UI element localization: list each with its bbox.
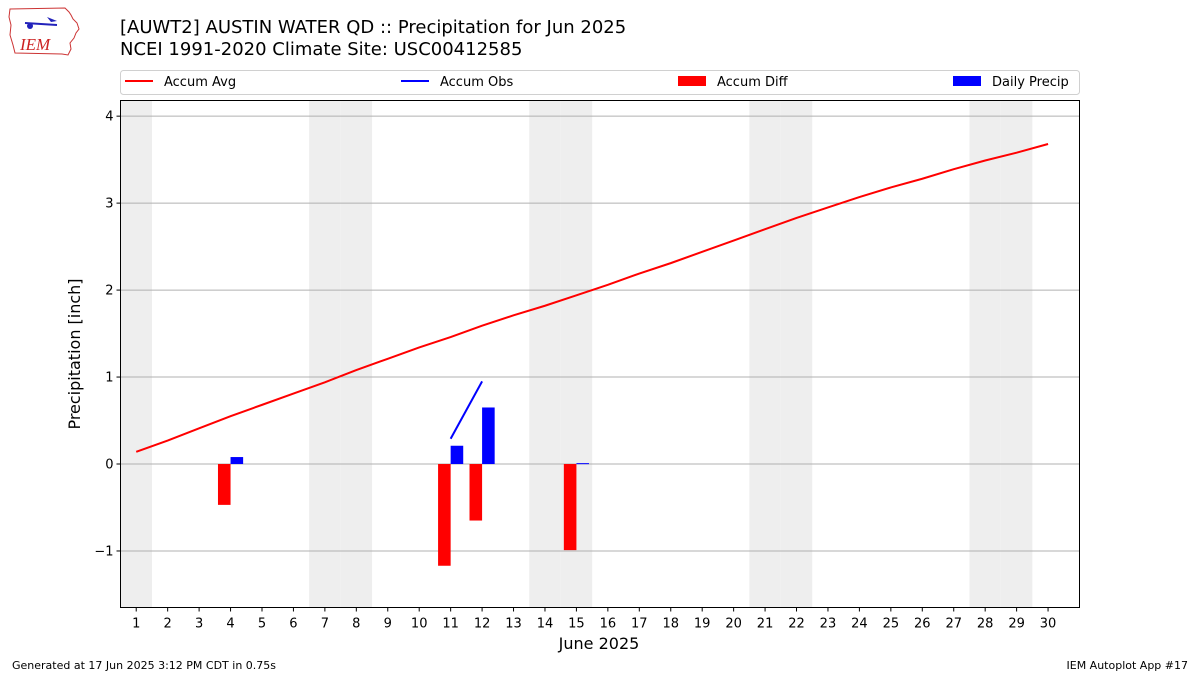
x-tick-label: 12: [474, 617, 491, 632]
vane-icon: [47, 17, 57, 22]
y-tick-label: −1: [94, 544, 113, 559]
legend-daily-precip-label: Daily Precip: [992, 75, 1069, 90]
plot-frame: [120, 100, 1080, 608]
line-series: [135, 143, 1049, 453]
legend-accum-obs-label: Accum Obs: [440, 75, 513, 90]
generated-timestamp: Generated at 17 Jun 2025 3:12 PM CDT in …: [12, 659, 277, 672]
x-tick-label: 17: [631, 617, 648, 632]
x-tick-label: 28: [977, 617, 994, 632]
weekend-band: [309, 100, 341, 608]
accum-diff-bar: [563, 464, 577, 551]
daily-precip-bar: [576, 463, 589, 465]
x-tick-label: 27: [945, 617, 962, 632]
y-tick-label: 2: [105, 284, 113, 299]
x-tick-label: 6: [289, 617, 297, 632]
x-tick-label: 15: [568, 617, 585, 632]
x-tick-label: 26: [914, 617, 931, 632]
x-axis-label: June 2025: [558, 634, 640, 653]
legend-accum-diff-swatch: [678, 76, 706, 86]
y-tick-label: 0: [105, 458, 113, 473]
legend-daily-precip-swatch: [953, 76, 981, 86]
accum-diff-bar: [469, 464, 483, 521]
chart-subtitle: NCEI 1991-2020 Climate Site: USC00412585: [120, 39, 523, 60]
weekend-band: [780, 100, 813, 608]
x-axis: 1 2 3 4 5 6 7 8 9 10 11 12 13 14 15 16 17 18 19 20 21 22 23 24 2…: [132, 607, 1057, 632]
x-tick-label: 9: [384, 617, 392, 632]
weekend-band: [749, 100, 781, 608]
accum-obs-line: [449, 380, 483, 440]
y-axis-label: Precipitation [inch]: [65, 278, 84, 429]
legend-box: [120, 70, 1080, 95]
x-tick-label: 29: [1008, 617, 1025, 632]
iowa-outline-icon: [8, 7, 80, 56]
accum-avg-line: [135, 143, 1049, 453]
x-tick-label: 24: [851, 617, 868, 632]
x-tick-label: 8: [352, 617, 360, 632]
y-tick-label: 3: [105, 197, 113, 212]
daily-precip-bar: [230, 457, 244, 465]
x-tick-label: 30: [1040, 617, 1057, 632]
x-tick-label: 23: [820, 617, 837, 632]
x-tick-label: 16: [600, 617, 617, 632]
bar-series: [217, 407, 589, 566]
legend-accum-avg-label: Accum Avg: [164, 75, 236, 90]
y-tick-label: 4: [105, 110, 113, 125]
x-tick-label: 1: [132, 617, 140, 632]
daily-precip-bar: [450, 445, 464, 465]
y-tick-label: 1: [105, 371, 113, 386]
x-tick-label: 2: [164, 617, 172, 632]
x-tick-label: 18: [662, 617, 679, 632]
x-tick-label: 11: [442, 617, 459, 632]
logo-text: IEM: [19, 35, 51, 54]
x-tick-label: 25: [883, 617, 900, 632]
legend-accum-diff-label: Accum Diff: [717, 75, 789, 90]
weekend-band: [1000, 100, 1033, 608]
iem-logo: IEM: [8, 7, 80, 56]
x-tick-label: 4: [226, 617, 234, 632]
x-tick-label: 14: [537, 617, 554, 632]
x-tick-label: 19: [694, 617, 711, 632]
legend: Accum Avg Accum Obs Accum Diff Daily Pre…: [120, 70, 1080, 95]
accum-diff-bar: [217, 464, 231, 505]
y-axis: −1 0 1 2 3 4: [94, 110, 121, 559]
grid-lines: [120, 115, 1080, 552]
x-tick-label: 5: [258, 617, 266, 632]
x-tick-label: 22: [788, 617, 805, 632]
x-tick-label: 10: [411, 617, 428, 632]
x-tick-label: 20: [725, 617, 742, 632]
weekend-band: [340, 100, 373, 608]
station-dot: [27, 23, 33, 29]
daily-precip-bar: [482, 407, 495, 465]
x-tick-label: 21: [757, 617, 774, 632]
weekend-band: [529, 100, 561, 608]
accum-diff-bar: [438, 464, 451, 566]
x-tick-label: 3: [195, 617, 203, 632]
weekend-band: [969, 100, 1001, 608]
app-credit: IEM Autoplot App #17: [1066, 659, 1189, 672]
x-tick-label: 7: [321, 617, 329, 632]
x-tick-label: 13: [505, 617, 522, 632]
chart-title: [AUWT2] AUSTIN WATER QD :: Precipitation…: [120, 17, 627, 38]
weekend-band: [120, 100, 152, 608]
